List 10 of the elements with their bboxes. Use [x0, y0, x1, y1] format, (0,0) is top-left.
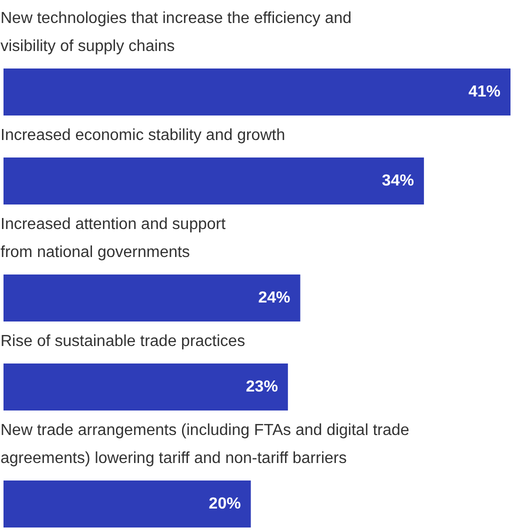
y-tick-label: New technologies that increase the efficiency and visibility of supply chains	[0, 10, 352, 55]
data-label: 20%	[208, 496, 241, 512]
y-tick-label: Increased economic stability and growth	[0, 127, 286, 144]
y-tick-label: Rise of sustainable trade practices	[0, 333, 246, 350]
y-tick-label: Increased attention and support from national governments	[0, 216, 226, 261]
y-tick-label: New trade arrangements (including FTAs and digital trade agreements) lowering tariff and non-tariff barriers	[0, 422, 410, 467]
data-label: 24%	[258, 290, 290, 306]
data-label: 23%	[246, 378, 278, 396]
data-label: 34%	[382, 172, 414, 190]
data-label: 41%	[468, 84, 501, 100]
